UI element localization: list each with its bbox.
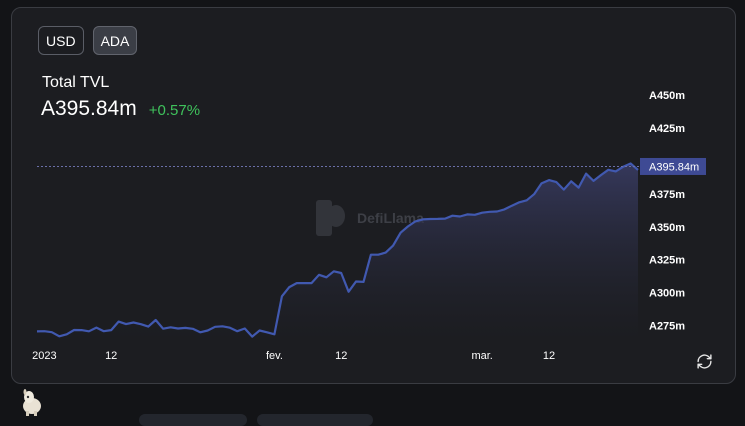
y-tick-label: A275m [649,321,685,333]
tab-button-placeholder[interactable] [257,414,373,426]
refresh-button[interactable] [694,351,714,371]
y-tick-label: A300m [649,288,685,300]
llama-logo-icon[interactable] [19,389,45,417]
tvl-area [37,163,638,339]
x-tick-label: 12 [543,350,555,362]
y-tick-label: A425m [649,123,685,135]
tab-button-placeholder[interactable] [139,414,247,426]
refresh-icon [696,353,712,369]
usd-toggle-button[interactable]: USD [38,26,84,55]
current-value-label: A395.84m [649,161,699,173]
watermark-logo-icon [316,200,332,236]
x-tick-label: 2023 [32,350,56,362]
watermark-llama-icon [327,205,345,227]
metric-row: A395.84m +0.57% [41,97,200,121]
current-value-tag [640,157,706,175]
y-tick-label: A375m [649,189,685,201]
y-tick-label: A450m [649,90,685,102]
x-tick-label: 12 [105,350,117,362]
y-tick-label: A325m [649,255,685,267]
watermark-text: DefiLlama [357,210,424,226]
x-tick-label: fev. [266,350,283,362]
tvl-series-line[interactable] [36,162,639,338]
metric-value: A395.84m [41,97,137,120]
metric-change: +0.57% [148,102,201,119]
watermark: DefiLlama [316,200,424,236]
metric-label: Total TVL [42,74,110,91]
currency-toggle: USD ADA [38,26,138,55]
x-tick-label: mar. [471,350,492,362]
x-tick-label: 12 [335,350,347,362]
ada-toggle-button[interactable]: ADA [92,26,138,55]
y-tick-label: A350m [649,222,685,234]
